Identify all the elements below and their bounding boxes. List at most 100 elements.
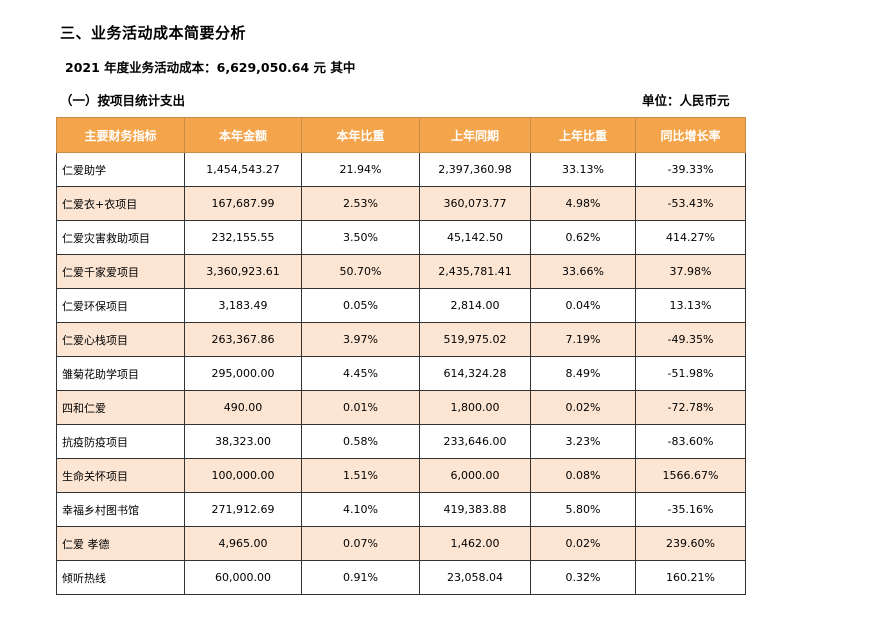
table-body: 仁爱助学 1,454,543.27 21.94% 2,397,360.98 33…	[56, 152, 746, 595]
header-prior-share: 上年比重	[530, 117, 636, 153]
prior-amount-cell: 23,058.04	[419, 560, 531, 595]
current-share-cell: 0.91%	[301, 560, 420, 595]
current-share-cell: 0.05%	[301, 288, 420, 323]
prior-share-cell: 0.62%	[530, 220, 636, 255]
table-row: 仁爱心栈项目 263,367.86 3.97% 519,975.02 7.19%…	[56, 322, 746, 357]
table-row: 仁爱衣+衣项目 167,687.99 2.53% 360,073.77 4.98…	[56, 186, 746, 221]
prior-amount-cell: 45,142.50	[419, 220, 531, 255]
project-name-cell: 仁爱心栈项目	[56, 322, 185, 357]
current-amount-cell: 271,912.69	[184, 492, 302, 527]
table-row: 生命关怀项目 100,000.00 1.51% 6,000.00 0.08% 1…	[56, 458, 746, 493]
growth-rate-cell: -39.33%	[635, 152, 746, 187]
project-name-cell: 生命关怀项目	[56, 458, 185, 493]
header-row: 主要财务指标 本年金额 本年比重 上年同期 上年比重 同比增长率	[56, 117, 746, 153]
current-share-cell: 0.07%	[301, 526, 420, 561]
project-name-cell: 抗疫防疫项目	[56, 424, 185, 459]
prior-share-cell: 4.98%	[530, 186, 636, 221]
current-amount-cell: 3,360,923.61	[184, 254, 302, 289]
growth-rate-cell: -35.16%	[635, 492, 746, 527]
subsection-title: （一）按项目统计支出	[60, 93, 186, 108]
current-share-cell: 50.70%	[301, 254, 420, 289]
project-name-cell: 四和仁爱	[56, 390, 185, 425]
growth-rate-cell: 160.21%	[635, 560, 746, 595]
header-prior-amount: 上年同期	[419, 117, 531, 153]
current-share-cell: 2.53%	[301, 186, 420, 221]
growth-rate-cell: 414.27%	[635, 220, 746, 255]
prior-amount-cell: 614,324.28	[419, 356, 531, 391]
prior-amount-cell: 2,814.00	[419, 288, 531, 323]
table-row: 仁爱灾害救助项目 232,155.55 3.50% 45,142.50 0.62…	[56, 220, 746, 255]
header-current-amount: 本年金额	[184, 117, 302, 153]
prior-amount-cell: 1,800.00	[419, 390, 531, 425]
prior-amount-cell: 1,462.00	[419, 526, 531, 561]
project-name-cell: 仁爱千家爱项目	[56, 254, 185, 289]
cost-summary: 2021 年度业务活动成本：6,629,050.64 元 其中	[65, 60, 356, 75]
table-row: 倾听热线 60,000.00 0.91% 23,058.04 0.32% 160…	[56, 560, 746, 595]
section-title: 三、业务活动成本简要分析	[60, 24, 247, 42]
current-amount-cell: 167,687.99	[184, 186, 302, 221]
current-share-cell: 4.45%	[301, 356, 420, 391]
prior-amount-cell: 519,975.02	[419, 322, 531, 357]
current-share-cell: 3.97%	[301, 322, 420, 357]
project-name-cell: 雏菊花助学项目	[56, 356, 185, 391]
growth-rate-cell: -51.98%	[635, 356, 746, 391]
growth-rate-cell: 239.60%	[635, 526, 746, 561]
prior-share-cell: 0.04%	[530, 288, 636, 323]
project-name-cell: 倾听热线	[56, 560, 185, 595]
current-share-cell: 0.58%	[301, 424, 420, 459]
table-row: 仁爱助学 1,454,543.27 21.94% 2,397,360.98 33…	[56, 152, 746, 187]
table-row: 仁爱环保项目 3,183.49 0.05% 2,814.00 0.04% 13.…	[56, 288, 746, 323]
current-share-cell: 0.01%	[301, 390, 420, 425]
header-indicator: 主要财务指标	[56, 117, 185, 153]
table-row: 幸福乡村图书馆 271,912.69 4.10% 419,383.88 5.80…	[56, 492, 746, 527]
growth-rate-cell: 37.98%	[635, 254, 746, 289]
current-amount-cell: 232,155.55	[184, 220, 302, 255]
prior-share-cell: 0.08%	[530, 458, 636, 493]
prior-share-cell: 33.13%	[530, 152, 636, 187]
table-row: 雏菊花助学项目 295,000.00 4.45% 614,324.28 8.49…	[56, 356, 746, 391]
prior-amount-cell: 419,383.88	[419, 492, 531, 527]
current-amount-cell: 490.00	[184, 390, 302, 425]
header-current-share: 本年比重	[301, 117, 420, 153]
current-amount-cell: 60,000.00	[184, 560, 302, 595]
growth-rate-cell: -49.35%	[635, 322, 746, 357]
prior-share-cell: 0.32%	[530, 560, 636, 595]
prior-share-cell: 5.80%	[530, 492, 636, 527]
current-share-cell: 1.51%	[301, 458, 420, 493]
prior-amount-cell: 2,435,781.41	[419, 254, 531, 289]
table-row: 抗疫防疫项目 38,323.00 0.58% 233,646.00 3.23% …	[56, 424, 746, 459]
prior-amount-cell: 233,646.00	[419, 424, 531, 459]
current-share-cell: 4.10%	[301, 492, 420, 527]
current-amount-cell: 1,454,543.27	[184, 152, 302, 187]
header-growth-rate: 同比增长率	[635, 117, 746, 153]
project-name-cell: 仁爱灾害救助项目	[56, 220, 185, 255]
growth-rate-cell: 1566.67%	[635, 458, 746, 493]
project-name-cell: 幸福乡村图书馆	[56, 492, 185, 527]
current-amount-cell: 3,183.49	[184, 288, 302, 323]
current-amount-cell: 295,000.00	[184, 356, 302, 391]
prior-amount-cell: 2,397,360.98	[419, 152, 531, 187]
table-row: 仁爱 孝德 4,965.00 0.07% 1,462.00 0.02% 239.…	[56, 526, 746, 561]
project-name-cell: 仁爱 孝德	[56, 526, 185, 561]
table-row: 仁爱千家爱项目 3,360,923.61 50.70% 2,435,781.41…	[56, 254, 746, 289]
project-name-cell: 仁爱助学	[56, 152, 185, 187]
prior-share-cell: 3.23%	[530, 424, 636, 459]
prior-share-cell: 8.49%	[530, 356, 636, 391]
growth-rate-cell: -83.60%	[635, 424, 746, 459]
growth-rate-cell: 13.13%	[635, 288, 746, 323]
prior-share-cell: 0.02%	[530, 390, 636, 425]
current-amount-cell: 38,323.00	[184, 424, 302, 459]
prior-share-cell: 0.02%	[530, 526, 636, 561]
project-name-cell: 仁爱环保项目	[56, 288, 185, 323]
current-amount-cell: 4,965.00	[184, 526, 302, 561]
table-header: 主要财务指标 本年金额 本年比重 上年同期 上年比重 同比增长率	[56, 117, 746, 153]
table-row: 四和仁爱 490.00 0.01% 1,800.00 0.02% -72.78%	[56, 390, 746, 425]
unit-label: 单位：人民币元	[642, 93, 730, 108]
current-share-cell: 21.94%	[301, 152, 420, 187]
current-share-cell: 3.50%	[301, 220, 420, 255]
current-amount-cell: 263,367.86	[184, 322, 302, 357]
current-amount-cell: 100,000.00	[184, 458, 302, 493]
growth-rate-cell: -53.43%	[635, 186, 746, 221]
growth-rate-cell: -72.78%	[635, 390, 746, 425]
prior-amount-cell: 6,000.00	[419, 458, 531, 493]
